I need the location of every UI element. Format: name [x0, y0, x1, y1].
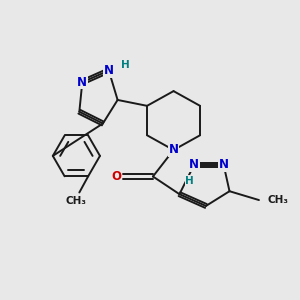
Text: H: H [121, 60, 129, 70]
Text: N: N [104, 64, 114, 77]
Text: N: N [77, 76, 87, 89]
Text: H: H [185, 176, 194, 186]
Text: N: N [169, 143, 178, 157]
Text: N: N [219, 158, 229, 171]
Text: O: O [111, 170, 121, 183]
Text: CH₃: CH₃ [268, 195, 289, 205]
Text: N: N [189, 158, 199, 171]
Text: CH₃: CH₃ [66, 196, 87, 206]
